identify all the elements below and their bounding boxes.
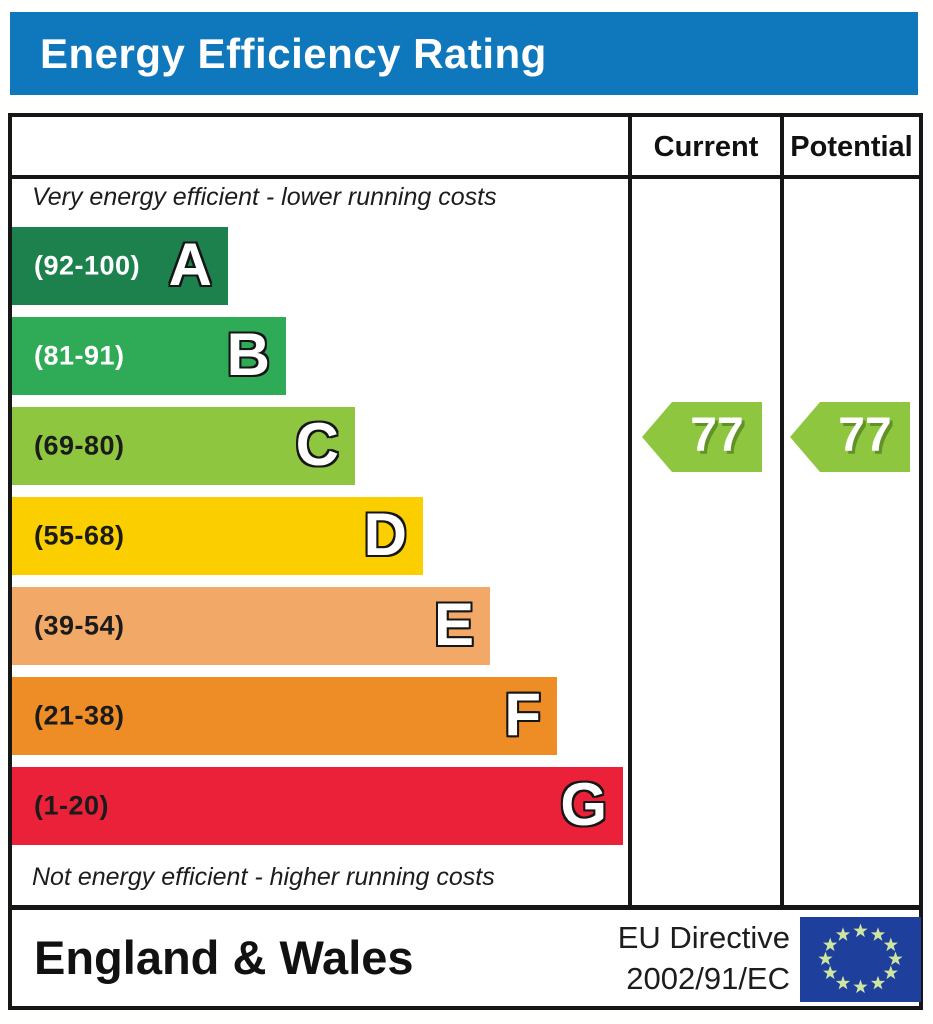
column-divider-current (628, 117, 632, 905)
eu-directive-line2: 2002/91/EC (626, 961, 790, 996)
footer-divider (12, 905, 919, 910)
header-divider (12, 175, 919, 179)
band-c-range: (69-80) (34, 430, 125, 461)
band-c: (69-80) C (12, 407, 355, 485)
page-title: Energy Efficiency Rating (40, 30, 547, 77)
region-label: England & Wales (34, 931, 414, 984)
potential-arrow-shape (790, 402, 910, 472)
eu-directive-label: EU Directive 2002/91/EC (512, 917, 790, 999)
band-e-letter: E (433, 590, 474, 658)
band-a-letter: A (168, 230, 212, 298)
band-g-letter: G (560, 770, 607, 838)
potential-rating-value: 77 (838, 408, 892, 462)
eu-directive-line1: EU Directive (617, 920, 790, 955)
inefficient-note: Not energy efficient - higher running co… (32, 863, 495, 891)
band-a: (92-100) A (12, 227, 228, 305)
band-d-range: (55-68) (34, 520, 125, 551)
current-arrow-shape (642, 402, 762, 472)
band-b-letter: B (226, 320, 270, 388)
potential-rating-arrow: 77 (788, 399, 912, 475)
column-divider-potential (780, 117, 784, 905)
band-f-range: (21-38) (34, 700, 125, 731)
band-e: (39-54) E (12, 587, 490, 665)
column-header-current: Current (653, 130, 759, 163)
band-e-range: (39-54) (34, 610, 125, 641)
band-d-letter: D (363, 500, 407, 568)
band-f: (21-38) F (12, 677, 557, 755)
band-a-range: (92-100) (34, 250, 141, 281)
current-rating-arrow: 77 (640, 399, 764, 475)
efficient-note: Very energy efficient - lower running co… (32, 183, 497, 211)
title-bar: Energy Efficiency Rating (10, 12, 918, 95)
band-d: (55-68) D (12, 497, 423, 575)
band-f-letter: F (504, 680, 541, 748)
band-g: (1-20) G (12, 767, 623, 845)
band-g-range: (1-20) (34, 790, 110, 821)
eu-flag-icon (800, 917, 921, 1002)
rating-chart-frame: Current Potential Very energy efficient … (8, 113, 923, 1010)
band-b: (81-91) B (12, 317, 286, 395)
band-b-range: (81-91) (34, 340, 125, 371)
current-rating-value: 77 (690, 408, 744, 462)
column-header-potential: Potential (790, 130, 913, 163)
band-c-letter: C (295, 410, 339, 478)
